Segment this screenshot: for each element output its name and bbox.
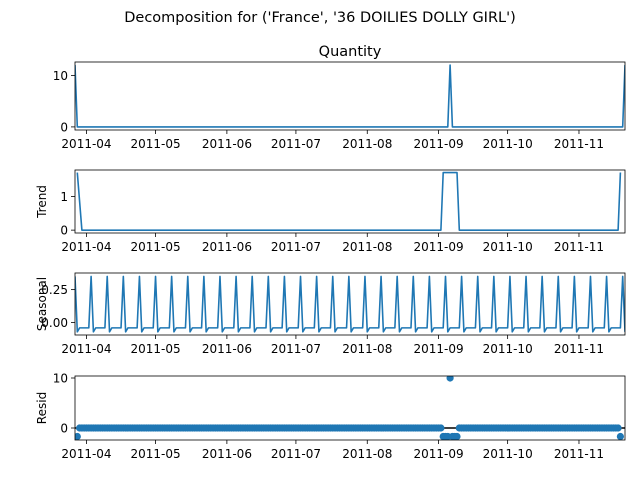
x-tick-label-seasonal: 2011-07 [271,342,321,356]
x-tick-label-seasonal: 2011-11 [554,342,604,356]
x-tick-label-observed: 2011-10 [483,137,533,151]
x-tick-label-trend: 2011-08 [342,240,392,254]
x-tick-label-resid: 2011-08 [342,447,392,461]
y-tick-label-resid: 0 [60,422,68,436]
y-tick-label-observed: 0 [60,120,68,134]
x-tick-label-observed: 2011-06 [202,137,252,151]
figure-suptitle: Decomposition for ('France', '36 DOILIES… [124,10,516,26]
series-line-observed [75,64,625,128]
x-tick-label-trend: 2011-04 [61,240,111,254]
axes-frame-observed [74,61,626,131]
panel-trend: Trend 0 1 2011-04 2011-05 2011-06 2011-07 2011-… [35,169,626,254]
x-tick-label-trend: 2011-06 [202,240,252,254]
axes-frame-seasonal [74,272,626,336]
axes-frame-trend [74,169,626,234]
panel-title-observed: Quantity [319,44,382,60]
x-tick-label-observed: 2011-09 [414,137,464,151]
x-tick-label-seasonal: 2011-05 [130,342,180,356]
x-tick-label-seasonal: 2011-04 [61,342,111,356]
y-axis-label-resid: Resid [35,392,49,424]
y-tick-label-resid: 10 [53,372,68,386]
resid-point [75,432,81,440]
x-tick-label-resid: 2011-10 [483,447,533,461]
resid-point [446,376,454,382]
resid-point [437,424,445,432]
axes-frame-resid [74,375,626,441]
x-tick-label-seasonal: 2011-06 [202,342,252,356]
x-tick-label-resid: 2011-04 [61,447,111,461]
x-tick-label-trend: 2011-07 [271,240,321,254]
plot-area-resid [75,376,625,440]
y-tick-label-observed: 10 [53,69,68,83]
y-tick-label-seasonal: 0.00 [41,316,68,330]
x-tick-label-resid: 2011-05 [130,447,180,461]
resid-point [614,424,622,432]
x-tick-label-seasonal: 2011-10 [483,342,533,356]
x-tick-label-trend: 2011-09 [414,240,464,254]
series-line-trend [76,171,622,231]
y-axis-label-seasonal: Seasonal [35,277,49,331]
x-tick-label-trend: 2011-05 [130,240,180,254]
x-tick-label-trend: 2011-11 [554,240,604,254]
x-tick-label-resid: 2011-09 [414,447,464,461]
series-line-seasonal [75,275,625,333]
x-tick-label-observed: 2011-04 [61,137,111,151]
x-tick-label-observed: 2011-05 [130,137,180,151]
x-tick-label-resid: 2011-07 [271,447,321,461]
plot-area-observed [75,64,625,128]
x-tick-label-trend: 2011-10 [483,240,533,254]
plot-area-seasonal [75,275,625,333]
x-tick-label-observed: 2011-11 [554,137,604,151]
y-tick-label-seasonal: 0.25 [41,283,68,297]
x-tick-label-observed: 2011-07 [271,137,321,151]
x-tick-label-seasonal: 2011-08 [342,342,392,356]
plot-area-trend [76,171,622,231]
y-tick-label-trend: 0 [60,224,68,238]
panel-observed: Quantity 0 10 2011-04 2011-05 2011-06 2011-07 2… [53,44,626,151]
x-tick-label-resid: 2011-11 [554,447,604,461]
resid-point [453,432,461,440]
x-tick-label-resid: 2011-06 [202,447,252,461]
x-tick-label-observed: 2011-08 [342,137,392,151]
resid-point [616,432,624,440]
y-axis-label-trend: Trend [35,185,49,219]
y-tick-label-trend: 1 [60,190,68,204]
panel-resid: Resid 0 10 2011-04 2011-05 2011-06 2011-07 2011… [35,372,626,461]
x-tick-label-seasonal: 2011-09 [414,342,464,356]
